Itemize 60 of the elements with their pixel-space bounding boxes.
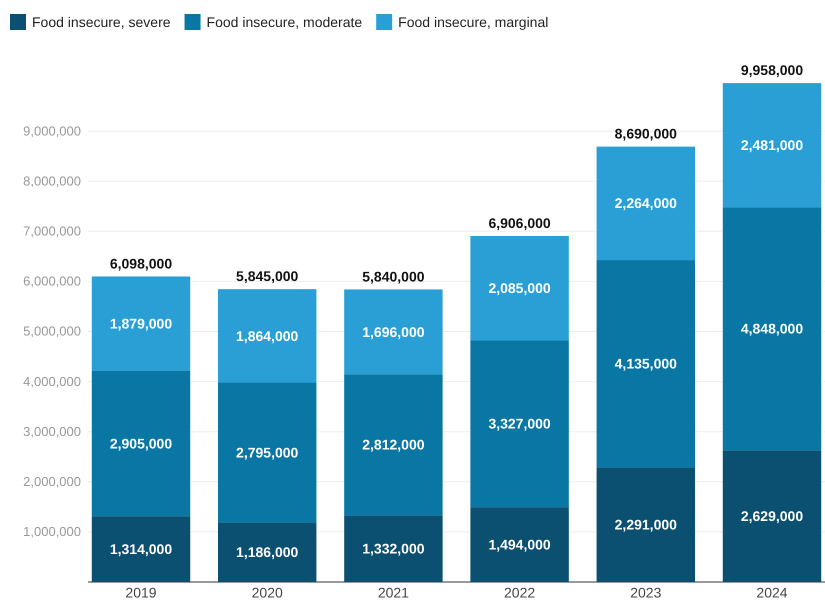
data-label: 1,332,000	[362, 540, 425, 557]
x-tick-label: 2022	[504, 584, 536, 601]
data-label: 2,795,000	[236, 444, 299, 460]
legend-label: Food insecure, marginal	[398, 14, 548, 30]
total-label: 8,690,000	[614, 126, 678, 142]
x-tick-label: 2019	[125, 584, 157, 601]
bar	[218, 289, 316, 383]
data-label: 1,879,000	[110, 315, 172, 332]
bar	[596, 260, 696, 468]
data-label: 1,696,000	[362, 324, 425, 340]
x-tick-label: 2023	[630, 584, 662, 601]
data-label: 1,494,000	[488, 536, 551, 552]
y-tick-label: 2,000,000	[23, 474, 81, 489]
x-tick-label: 2024	[756, 584, 788, 601]
bar	[218, 382, 316, 523]
total-label: 6,098,000	[110, 255, 172, 272]
bar	[92, 516, 190, 582]
data-label: 2,085,000	[488, 280, 551, 296]
bar	[92, 276, 190, 371]
total-label: 9,958,000	[740, 62, 804, 78]
bar	[344, 374, 443, 516]
bar	[344, 515, 443, 582]
x-tick-label: 2020	[252, 584, 283, 601]
bar	[722, 450, 822, 582]
bar	[596, 146, 696, 260]
bar	[596, 467, 696, 582]
data-label: 4,135,000	[614, 356, 678, 372]
y-tick-label: 6,000,000	[23, 274, 81, 289]
data-label: 1,314,000	[110, 540, 172, 557]
y-tick-label: 3,000,000	[23, 424, 81, 439]
bar	[92, 370, 190, 516]
bar	[470, 340, 569, 508]
data-label: 4,848,000	[740, 320, 804, 337]
bar	[218, 522, 316, 582]
data-label: 2,905,000	[110, 435, 172, 452]
bar	[470, 236, 569, 340]
y-tick-label: 9,000,000	[23, 123, 81, 138]
legend-label: Food insecure, severe	[32, 14, 171, 30]
data-label: 3,327,000	[488, 416, 551, 432]
bar	[344, 289, 443, 374]
y-tick-label: 7,000,000	[23, 223, 81, 238]
bar	[722, 83, 822, 208]
data-label: 2,291,000	[614, 516, 678, 533]
y-tick-label: 4,000,000	[23, 374, 81, 389]
total-label: 6,906,000	[488, 215, 551, 232]
bar	[470, 507, 569, 582]
data-label: 1,186,000	[236, 544, 299, 560]
y-tick-label: 1,000,000	[23, 524, 81, 540]
data-label: 1,864,000	[236, 328, 299, 344]
data-label: 2,481,000	[740, 137, 804, 154]
bar	[722, 207, 822, 450]
total-label: 5,840,000	[362, 268, 425, 284]
x-tick-label: 2021	[378, 584, 410, 601]
y-tick-label: 8,000,000	[23, 173, 81, 188]
data-label: 2,629,000	[740, 508, 804, 524]
data-label: 2,812,000	[362, 436, 425, 453]
y-tick-label: 5,000,000	[23, 324, 81, 339]
legend-label: Food insecure, moderate	[206, 14, 362, 30]
data-label: 2,264,000	[614, 195, 678, 212]
total-label: 5,845,000	[236, 268, 299, 284]
